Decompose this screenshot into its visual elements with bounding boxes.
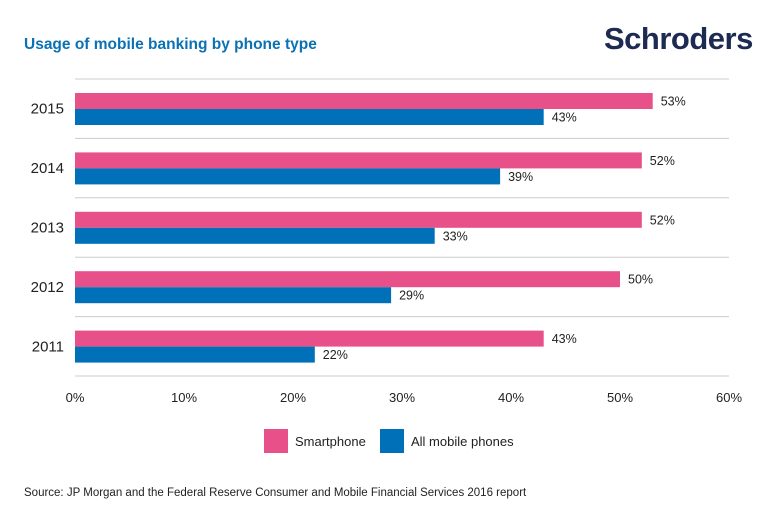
data-label-smartphone-2012: 50% bbox=[628, 273, 653, 287]
legend-swatch-all-mobile-phones bbox=[380, 429, 404, 453]
bar-smartphone-2013 bbox=[75, 211, 642, 228]
x-tick-label-40: 40% bbox=[498, 390, 524, 405]
bar-all-mobile-phones-2015 bbox=[75, 109, 544, 125]
bar-all-mobile-phones-2012 bbox=[75, 287, 392, 304]
bar-smartphone-2014 bbox=[75, 152, 642, 169]
x-tick-label-60: 60% bbox=[716, 390, 742, 405]
bar-all-mobile-phones-2011 bbox=[75, 346, 315, 363]
bar-all-mobile-phones-2013 bbox=[75, 227, 435, 244]
legend-label-all-mobile-phones: All mobile phones bbox=[411, 433, 514, 449]
x-tick-label-10: 10% bbox=[171, 390, 197, 405]
bar-smartphone-2012 bbox=[75, 271, 620, 288]
data-label-all-mobile-phones-2012: 29% bbox=[399, 289, 424, 303]
data-label-all-mobile-phones-2014: 39% bbox=[508, 170, 533, 184]
x-tick-label-30: 30% bbox=[389, 390, 415, 405]
data-label-all-mobile-phones-2015: 43% bbox=[552, 111, 577, 125]
legend-item-all-mobile-phones: All mobile phones bbox=[380, 429, 514, 453]
y-tick-label-2011: 2011 bbox=[32, 338, 64, 355]
chart-legend: Smartphone All mobile phones bbox=[0, 429, 770, 453]
bar-smartphone-2015 bbox=[75, 93, 653, 109]
source-note: Source: JP Morgan and the Federal Reserv… bbox=[24, 487, 527, 499]
legend-label-smartphone: Smartphone bbox=[295, 433, 366, 449]
bar-chart: 2015 53% 43% 2014 52% 39% 2013 52% 33% 2012 50% 29%… bbox=[31, 78, 742, 405]
legend-swatch-smartphone bbox=[264, 429, 288, 453]
y-tick-label-2012: 2012 bbox=[31, 279, 64, 296]
bar-all-mobile-phones-2014 bbox=[75, 168, 501, 185]
data-label-all-mobile-phones-2011: 22% bbox=[323, 348, 348, 362]
chart-title: Usage of mobile banking by phone type bbox=[24, 36, 317, 53]
legend-item-smartphone: Smartphone bbox=[264, 429, 366, 453]
data-label-all-mobile-phones-2013: 33% bbox=[443, 229, 468, 243]
y-tick-label-2015: 2015 bbox=[31, 101, 64, 118]
x-tick-label-0: 0% bbox=[66, 390, 85, 405]
schroders-logo: Schroders bbox=[604, 21, 753, 56]
bar-smartphone-2011 bbox=[75, 330, 544, 347]
y-tick-label-2014: 2014 bbox=[31, 160, 64, 177]
data-label-smartphone-2011: 43% bbox=[552, 332, 577, 346]
x-tick-label-20: 20% bbox=[280, 390, 306, 405]
y-tick-label-2013: 2013 bbox=[31, 220, 64, 237]
data-label-smartphone-2013: 52% bbox=[650, 213, 675, 227]
x-tick-label-50: 50% bbox=[607, 390, 633, 405]
data-label-smartphone-2014: 52% bbox=[650, 154, 675, 168]
data-label-smartphone-2015: 53% bbox=[661, 95, 686, 109]
